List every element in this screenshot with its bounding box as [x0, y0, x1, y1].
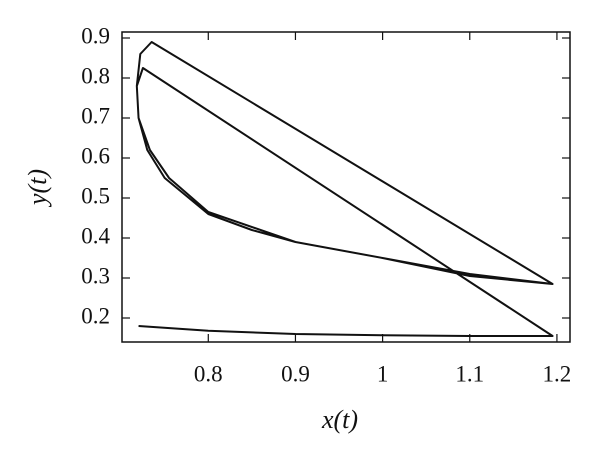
y-tick-label: 0.2 [81, 303, 110, 328]
y-tick-label: 0.6 [81, 143, 110, 168]
plot-frame [121, 31, 571, 343]
x-tick-label: 1 [377, 361, 389, 386]
y-axis-title: y(t) [23, 169, 52, 208]
x-tick-label: 0.9 [281, 361, 310, 386]
trajectory-line [135, 41, 554, 337]
x-axis-title: x(t) [321, 405, 358, 434]
x-tick-label: 1.2 [543, 361, 572, 386]
y-tick-label: 0.9 [81, 23, 110, 48]
y-tick-label: 0.7 [81, 103, 110, 128]
y-tick-label: 0.8 [81, 63, 110, 88]
y-tick-label: 0.4 [81, 223, 110, 248]
y-tick-label: 0.5 [81, 183, 110, 208]
x-tick-label: 1.1 [455, 361, 484, 386]
x-tick-label: 0.8 [194, 361, 223, 386]
y-tick-label: 0.3 [81, 263, 110, 288]
